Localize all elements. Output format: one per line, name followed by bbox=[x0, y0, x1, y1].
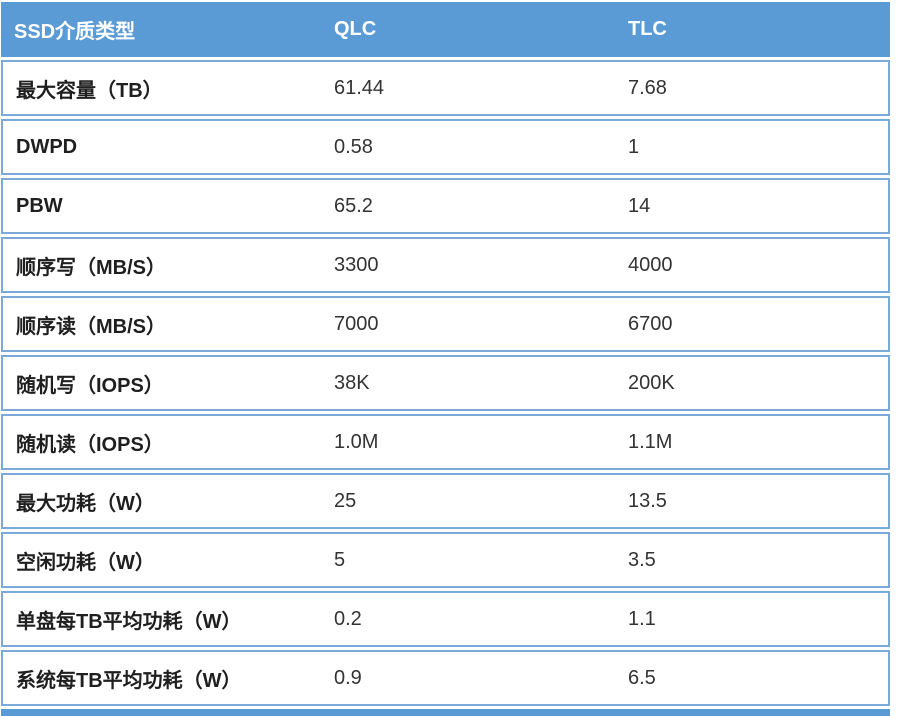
table-header-row: SSD介质类型 QLC TLC bbox=[1, 2, 890, 57]
bottom-blue-bar bbox=[1, 709, 890, 716]
qlc-value: 3300 bbox=[334, 253, 379, 276]
qlc-value: 65.2 bbox=[334, 194, 373, 217]
tlc-value: 14 bbox=[628, 194, 651, 217]
row-label: 最大功耗（W） bbox=[16, 492, 155, 515]
table-row: 最大功耗（W） 25 13.5 bbox=[1, 473, 890, 529]
tlc-value: 6700 bbox=[628, 312, 673, 335]
tlc-value: 13.5 bbox=[628, 489, 667, 512]
qlc-value: 0.58 bbox=[334, 135, 373, 158]
tlc-value: 1.1M bbox=[628, 430, 673, 453]
qlc-value: 1.0M bbox=[334, 430, 379, 453]
table-row: 随机写（IOPS） 38K 200K bbox=[1, 355, 890, 411]
table-body: 最大容量（TB） 61.44 7.68 DWPD 0.58 1 PBW 65.2… bbox=[1, 60, 890, 706]
tlc-value: 1.1 bbox=[628, 607, 656, 630]
tlc-value: 4000 bbox=[628, 253, 673, 276]
row-label: DWPD bbox=[16, 135, 78, 158]
table-row: 顺序读（MB/S） 7000 6700 bbox=[1, 296, 890, 352]
qlc-value: 7000 bbox=[334, 312, 379, 335]
row-label: 顺序读（MB/S） bbox=[16, 315, 166, 338]
qlc-value: 5 bbox=[334, 548, 346, 571]
table-row: 系统每TB平均功耗（W） 0.9 6.5 bbox=[1, 650, 890, 706]
row-label: 最大容量（TB） bbox=[16, 79, 163, 102]
row-label: 顺序写（MB/S） bbox=[16, 256, 166, 279]
qlc-value: 25 bbox=[334, 489, 357, 512]
row-label: 随机写（IOPS） bbox=[16, 374, 164, 397]
table-row: DWPD 0.58 1 bbox=[1, 119, 890, 175]
qlc-value: 61.44 bbox=[334, 76, 385, 99]
row-label: 系统每TB平均功耗（W） bbox=[16, 669, 242, 692]
tlc-value: 3.5 bbox=[628, 548, 656, 571]
qlc-value: 38K bbox=[334, 371, 370, 394]
row-label: 单盘每TB平均功耗（W） bbox=[16, 610, 242, 633]
tlc-value: 6.5 bbox=[628, 666, 656, 689]
qlc-value: 0.9 bbox=[334, 666, 362, 689]
row-label: PBW bbox=[16, 194, 63, 217]
table-row: 随机读（IOPS） 1.0M 1.1M bbox=[1, 414, 890, 470]
table-row: 单盘每TB平均功耗（W） 0.2 1.1 bbox=[1, 591, 890, 647]
row-label: 空闲功耗（W） bbox=[16, 551, 155, 574]
tlc-value: 200K bbox=[628, 371, 675, 394]
tlc-value: 7.68 bbox=[628, 76, 667, 99]
row-label: 随机读（IOPS） bbox=[16, 433, 164, 456]
header-cell-media-type: SSD介质类型 bbox=[14, 21, 136, 43]
table-row: 空闲功耗（W） 5 3.5 bbox=[1, 532, 890, 588]
table-row: 顺序写（MB/S） 3300 4000 bbox=[1, 237, 890, 293]
table-row: PBW 65.2 14 bbox=[1, 178, 890, 234]
header-cell-qlc: QLC bbox=[334, 18, 377, 40]
tlc-value: 1 bbox=[628, 135, 640, 158]
header-cell-tlc: TLC bbox=[628, 18, 667, 40]
qlc-value: 0.2 bbox=[334, 607, 362, 630]
table-row: 最大容量（TB） 61.44 7.68 bbox=[1, 60, 890, 116]
